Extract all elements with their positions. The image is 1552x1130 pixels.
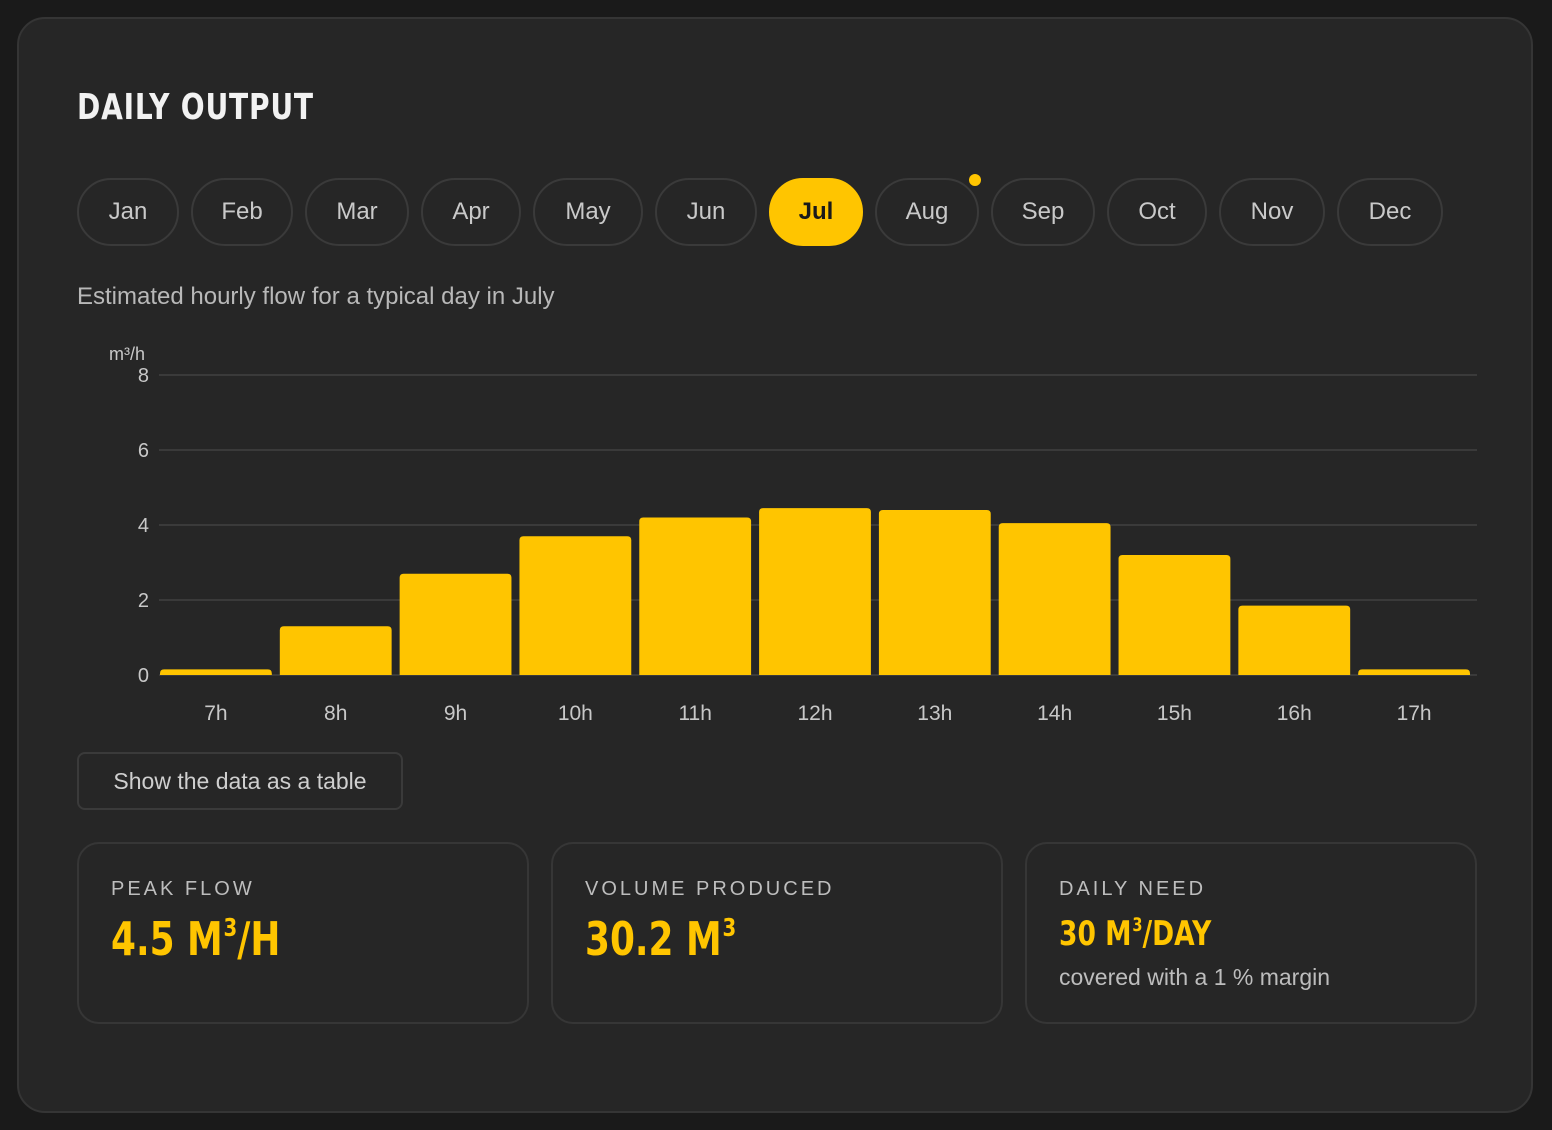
stat-value: 30 m3/day <box>1059 914 1212 954</box>
y-tick-label: 4 <box>138 515 149 537</box>
bar-15h <box>1118 555 1231 675</box>
month-tab-dec[interactable]: Dec <box>1337 178 1443 246</box>
stat-daily-need: Daily need 30 m3/day covered with a 1 % … <box>1025 842 1477 1024</box>
stat-label: Daily need <box>1059 878 1207 900</box>
x-tick-label: 14h <box>1037 702 1072 725</box>
bar-14h <box>998 523 1111 675</box>
x-tick-label: 13h <box>917 702 952 725</box>
bar-11h <box>639 517 752 675</box>
hourly-flow-chart: m³/h 0 2 4 6 8 7h 8h 9h 10h 11h 12h 13h 14h 15h 16h 17h <box>109 344 1477 725</box>
month-tab-nov[interactable]: Nov <box>1219 178 1325 246</box>
x-tick-label: 11h <box>678 702 711 725</box>
month-tab-apr[interactable]: Apr <box>421 178 521 246</box>
stat-value: 4.5 m3/h <box>111 912 281 966</box>
bar-12h <box>759 508 871 675</box>
bar-10h <box>519 536 632 675</box>
y-tick-label: 8 <box>138 365 149 387</box>
stat-peak-flow: Peak flow 4.5 m3/h <box>77 842 529 1024</box>
month-tab-sep[interactable]: Sep <box>991 178 1095 246</box>
bar-9h <box>399 573 512 675</box>
card-title: Daily output <box>77 87 314 128</box>
stat-label: Volume produced <box>585 878 835 900</box>
month-tab-feb[interactable]: Feb <box>191 178 293 246</box>
month-tab-aug[interactable]: Aug <box>875 178 979 246</box>
stat-value: 30.2 m3 <box>585 912 737 966</box>
x-tick-label: 7h <box>204 702 227 725</box>
y-tick-label: 6 <box>138 440 149 462</box>
stat-note: covered with a 1 % margin <box>1059 964 1331 990</box>
month-tab-jul[interactable]: Jul <box>769 178 863 246</box>
bar-13h <box>878 510 991 675</box>
daily-output-card: Daily output Jan Feb Mar Apr May Jun Jul Aug Sep… <box>17 17 1533 1113</box>
x-tick-label: 8h <box>324 702 347 725</box>
month-tab-may[interactable]: May <box>533 178 643 246</box>
stat-label: Peak flow <box>111 878 255 900</box>
x-tick-label: 12h <box>797 702 832 725</box>
x-tick-label: 10h <box>558 702 593 725</box>
month-tab-oct[interactable]: Oct <box>1107 178 1207 246</box>
y-axis-unit: m³/h <box>109 344 145 364</box>
y-tick-label: 0 <box>138 665 149 687</box>
bar-17h <box>1358 669 1470 675</box>
month-tab-jan[interactable]: Jan <box>77 178 179 246</box>
y-tick-label: 2 <box>138 590 149 612</box>
bar-16h <box>1238 605 1351 675</box>
month-tab-mar[interactable]: Mar <box>305 178 409 246</box>
stat-volume-produced: Volume produced 30.2 m3 <box>551 842 1003 1024</box>
month-tab-jun[interactable]: Jun <box>655 178 757 246</box>
x-tick-label: 17h <box>1397 702 1432 725</box>
x-tick-label: 16h <box>1277 702 1312 725</box>
month-selector: Jan Feb Mar Apr May Jun Jul Aug Sep Oct Nov Dec <box>77 174 1477 246</box>
bar-8h <box>279 626 392 675</box>
x-tick-label: 9h <box>444 702 467 725</box>
show-table-button[interactable]: Show the data as a table <box>77 752 403 810</box>
month-indicator-dot <box>969 174 981 186</box>
x-tick-label: 15h <box>1157 702 1192 725</box>
chart-subtitle: Estimated hourly flow for a typical day … <box>77 283 555 310</box>
bar-7h <box>160 669 272 675</box>
